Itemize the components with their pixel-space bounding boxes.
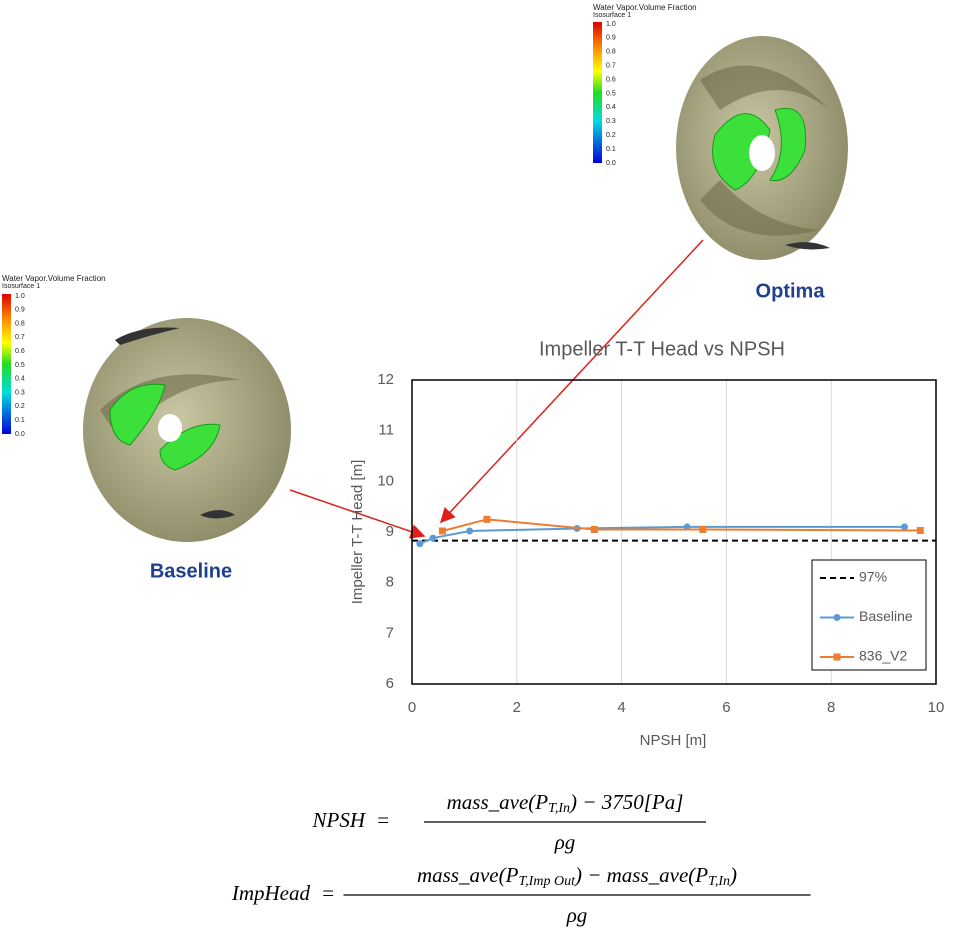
legend-label: 97% xyxy=(859,569,887,585)
data-point xyxy=(901,523,909,531)
colorbar-subtitle: Isosurface 1 xyxy=(593,12,631,19)
y-tick-label: 10 xyxy=(377,472,394,489)
formula-lhs: ImpHead xyxy=(231,881,311,905)
colorbar-tick-label: 0.2 xyxy=(15,403,25,410)
optima-impeller xyxy=(676,36,848,260)
x-tick-label: 8 xyxy=(827,699,835,716)
colorbar-tick-label: 0.3 xyxy=(15,389,25,396)
x-tick-label: 0 xyxy=(408,699,416,716)
formula-denominator: ρg xyxy=(554,830,576,854)
x-tick-label: 2 xyxy=(513,699,521,716)
colorbar-tick-label: 0.9 xyxy=(606,35,616,42)
colorbar-tick-label: 0.8 xyxy=(606,49,616,56)
formula-text: ) − 3750[Pa] xyxy=(569,790,683,814)
colorbar-tick-label: 0.8 xyxy=(15,320,25,327)
data-point xyxy=(699,525,707,533)
x-tick-label: 10 xyxy=(928,699,945,716)
formula-denominator: ρg xyxy=(566,903,588,927)
baseline-impeller xyxy=(83,318,291,542)
legend-label: Baseline xyxy=(859,608,913,624)
data-point xyxy=(416,540,424,548)
colorbar-title: Water Vapor.Volume Fraction xyxy=(2,274,106,283)
arrow xyxy=(439,239,704,524)
data-point xyxy=(916,526,924,534)
formula-equals: = xyxy=(376,808,390,832)
colorbar-tick-label: 0.1 xyxy=(606,146,616,153)
colorbar-tick-label: 0.6 xyxy=(15,348,25,355)
formula-text: mass_ave(P xyxy=(447,790,549,814)
formula-subscript: T,Imp Out xyxy=(518,874,576,889)
data-point xyxy=(429,534,437,542)
y-tick-label: 11 xyxy=(378,422,394,439)
formula-text: ) − mass_ave(P xyxy=(574,863,708,887)
colorbar xyxy=(2,294,11,434)
colorbar-title: Water Vapor.Volume Fraction xyxy=(593,3,697,12)
formula-equals: = xyxy=(321,881,335,905)
plot-border xyxy=(411,379,937,685)
arrow xyxy=(289,489,426,539)
colorbar-tick-label: 0.0 xyxy=(606,160,616,167)
data-point xyxy=(466,527,474,535)
y-tick-label: 9 xyxy=(386,523,394,540)
data-point xyxy=(438,527,446,535)
formula-lhs: NPSH xyxy=(312,808,367,832)
formula-numerator: mass_ave(PT,In) − 3750[Pa] xyxy=(447,790,684,816)
y-tick-label: 6 xyxy=(386,675,394,692)
colorbar-tick-label: 0.6 xyxy=(606,76,616,83)
formula-text: ) xyxy=(729,863,737,887)
y-tick-label: 8 xyxy=(386,574,394,591)
colorbar-tick-label: 0.3 xyxy=(606,118,616,125)
colorbar-tick-label: 0.1 xyxy=(15,417,25,424)
x-tick-label: 4 xyxy=(617,699,625,716)
colorbar-tick-label: 0.7 xyxy=(606,63,616,70)
image-label: Baseline xyxy=(150,560,232,582)
colorbar-subtitle: Isosurface 1 xyxy=(2,283,40,290)
formula-text: mass_ave(P xyxy=(417,863,519,887)
y-tick-label: 7 xyxy=(386,624,394,641)
colorbar-tick-label: 1.0 xyxy=(606,21,616,28)
colorbar-tick-label: 0.7 xyxy=(15,334,25,341)
formula-subscript: T,In xyxy=(548,801,570,816)
legend-marker xyxy=(833,653,841,661)
image-label: Optima xyxy=(756,280,826,302)
colorbar-tick-label: 0.4 xyxy=(606,104,616,111)
colorbar-tick-label: 0.9 xyxy=(15,307,25,314)
legend-label: 836_V2 xyxy=(859,648,907,664)
colorbar-tick-label: 0.5 xyxy=(606,90,616,97)
formula-subscript: T,In xyxy=(708,874,730,889)
data-point xyxy=(590,525,598,533)
colorbar-tick-label: 0.2 xyxy=(606,132,616,139)
x-axis-label: NPSH [m] xyxy=(640,732,707,749)
data-point xyxy=(483,515,491,523)
chart-title: Impeller T-T Head vs NPSH xyxy=(539,338,785,360)
colorbar-tick-label: 1.0 xyxy=(15,293,25,300)
colorbar-tick-label: 0.4 xyxy=(15,376,25,383)
colorbar-tick-label: 0.5 xyxy=(15,362,25,369)
x-tick-label: 6 xyxy=(722,699,730,716)
legend-marker xyxy=(833,614,841,621)
formula-numerator: mass_ave(PT,Imp Out) − mass_ave(PT,In) xyxy=(417,863,737,889)
colorbar-tick-label: 0.0 xyxy=(15,431,25,438)
y-tick-label: 12 xyxy=(377,371,394,388)
colorbar xyxy=(593,22,602,163)
y-axis-label: Impeller T-T Head [m] xyxy=(349,460,366,605)
